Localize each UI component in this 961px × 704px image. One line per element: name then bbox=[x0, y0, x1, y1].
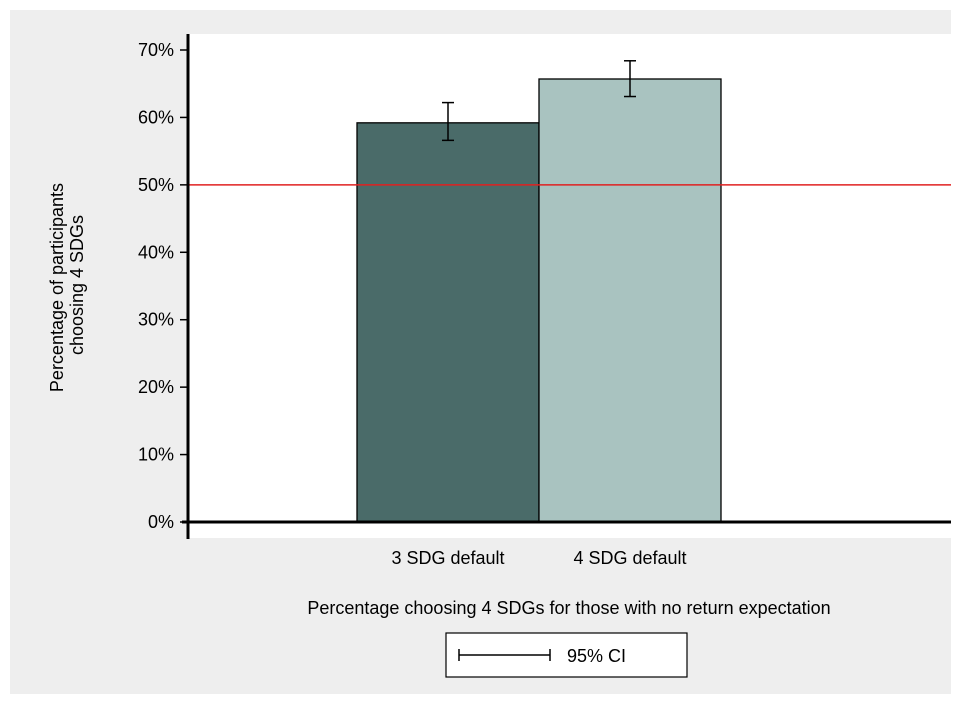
y-tick-label-60: 60% bbox=[138, 107, 174, 127]
y-tick-label-10: 10% bbox=[138, 445, 174, 465]
bar-chart: 0% 10% 20% 30% 40% 50% 60% 70% 3 SDG default 4 S… bbox=[47, 34, 951, 678]
y-axis-label-line1: Percentage of participants bbox=[47, 183, 67, 392]
legend-label: 95% CI bbox=[567, 646, 626, 666]
y-tick-label-40: 40% bbox=[138, 242, 174, 262]
y-tick-label-20: 20% bbox=[138, 377, 174, 397]
error-bars-layer bbox=[442, 60, 636, 142]
chart-frame: 0% 10% 20% 30% 40% 50% 60% 70% 3 SDG default 4 S… bbox=[10, 10, 951, 694]
y-tick-label-30: 30% bbox=[138, 310, 174, 330]
x-tick-label-2: 4 SDG default bbox=[573, 548, 686, 568]
bar-1 bbox=[356, 122, 540, 523]
bar-2 bbox=[538, 78, 722, 523]
y-tick-label-70: 70% bbox=[138, 40, 174, 60]
x-axis-ticks: 3 SDG default 4 SDG default bbox=[391, 548, 686, 568]
y-axis-ticks: 0% 10% 20% 30% 40% 50% 60% 70% bbox=[138, 40, 188, 532]
y-axis-label: Percentage of participants choosing 4 SD… bbox=[47, 178, 87, 392]
x-tick-label-1: 3 SDG default bbox=[391, 548, 504, 568]
legend: 95% CI bbox=[445, 632, 688, 678]
y-tick-label-0: 0% bbox=[148, 512, 174, 532]
y-axis-label-line2: choosing 4 SDGs bbox=[67, 215, 87, 355]
y-tick-label-50: 50% bbox=[138, 175, 174, 195]
bars-layer bbox=[356, 78, 722, 523]
x-axis-label: Percentage choosing 4 SDGs for those wit… bbox=[307, 598, 830, 618]
